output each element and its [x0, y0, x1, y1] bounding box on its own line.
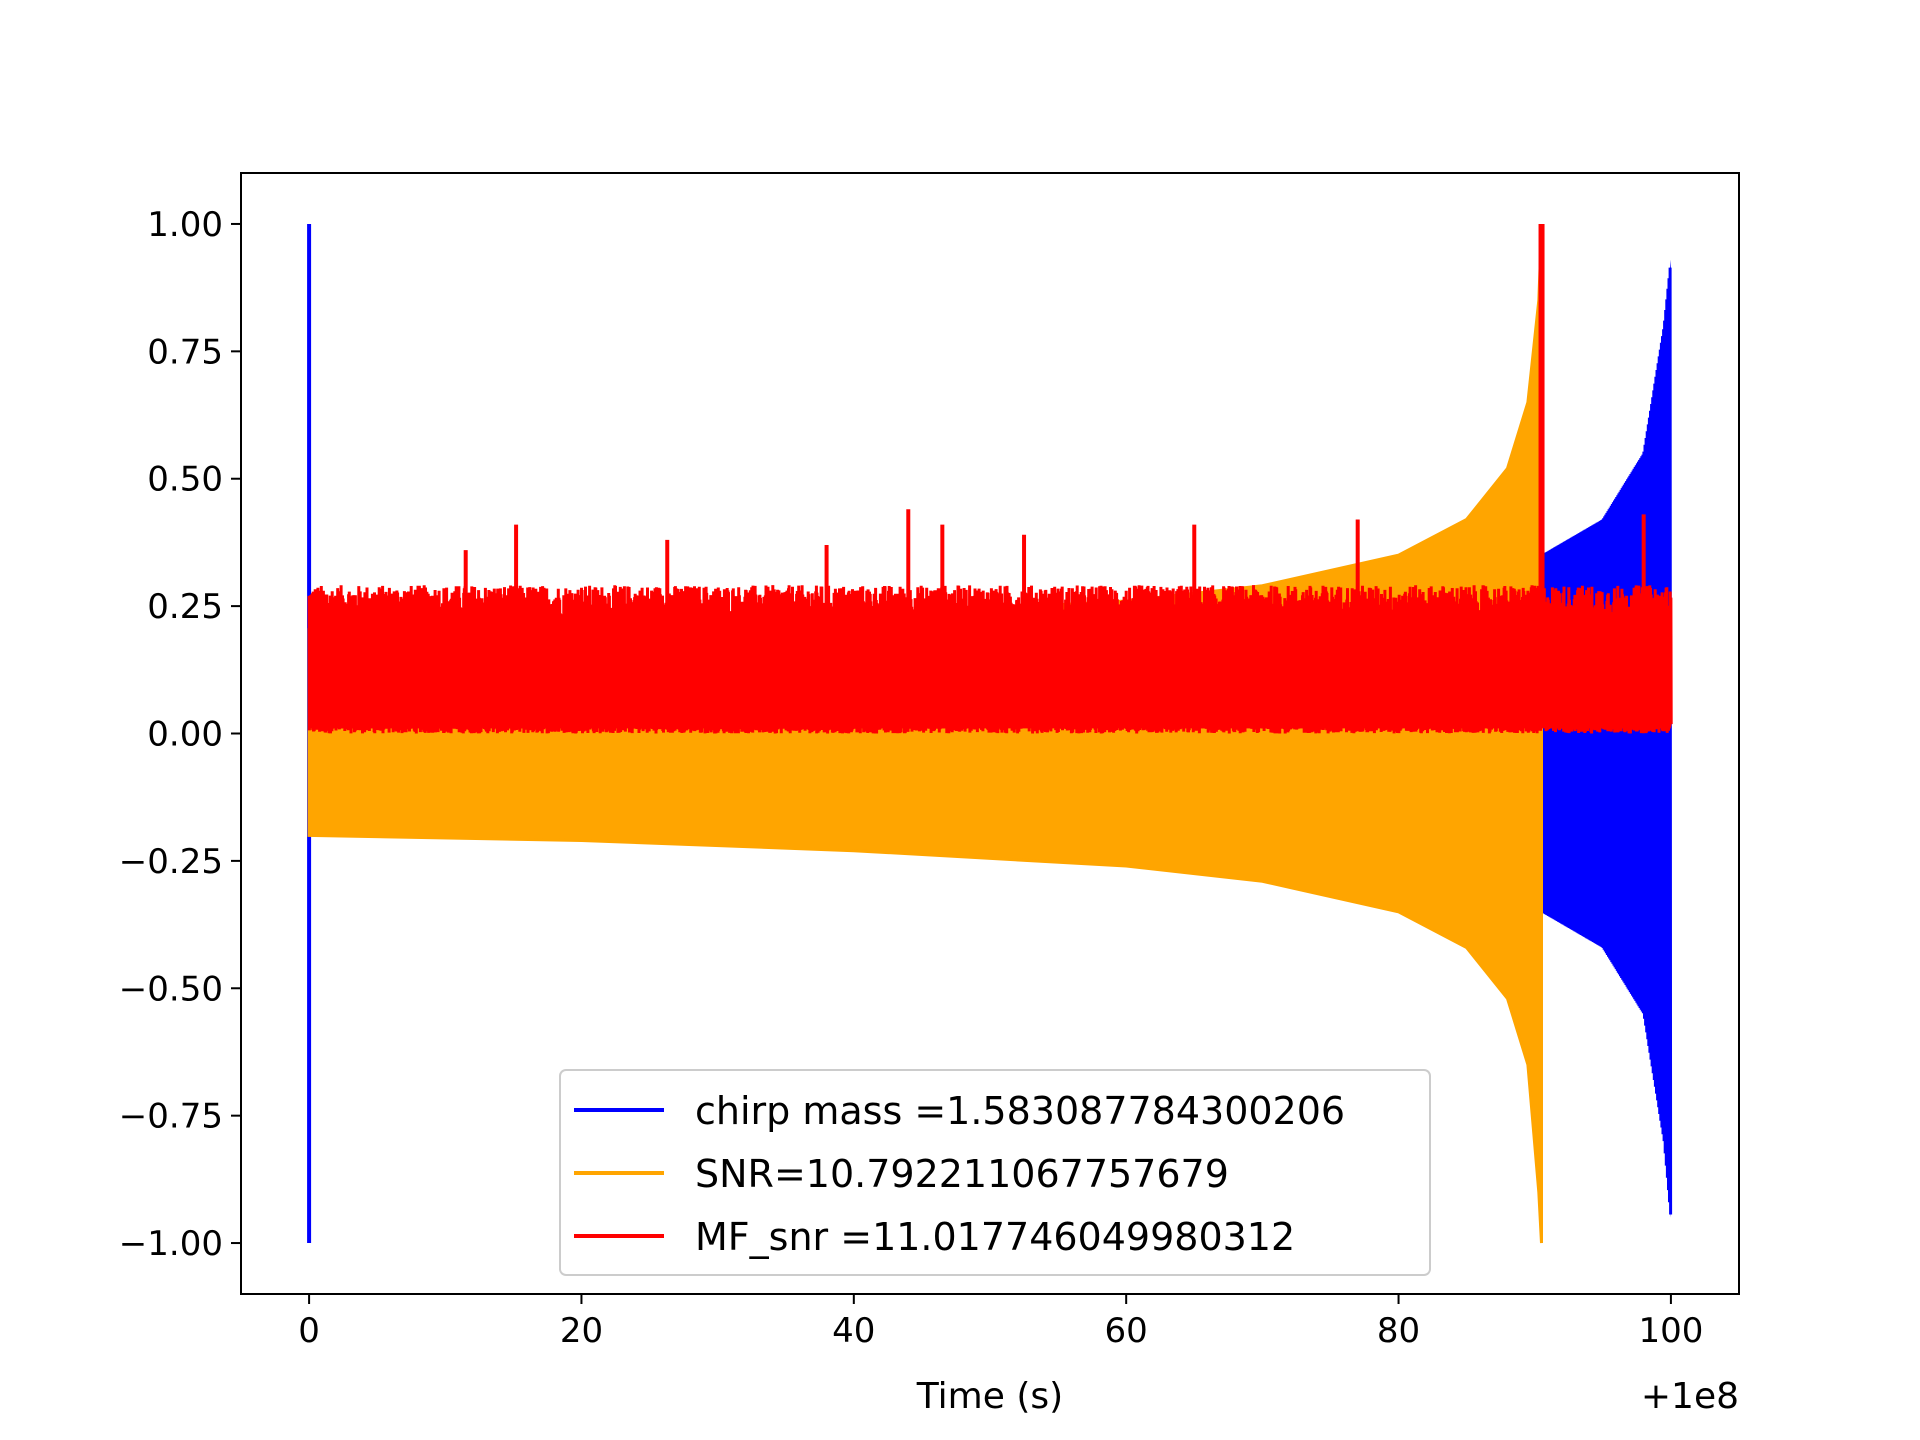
legend-label-2: MF_snr =11.017746049980312: [695, 1215, 1295, 1259]
series-mf-snr-core: [309, 619, 1671, 729]
x-axis-label: Time (s): [916, 1376, 1063, 1417]
y-tick-label: 0.50: [147, 460, 223, 500]
series-chirp-mass-fill: [1541, 259, 1671, 1218]
x-tick-label: 60: [1105, 1311, 1148, 1351]
x-tick-label: 20: [560, 1311, 603, 1351]
x-tick-label: 80: [1377, 1311, 1420, 1351]
x-axis: 0 20 40 60 80 100: [298, 1294, 1703, 1351]
y-tick-label: 1.00: [147, 205, 223, 245]
legend-label-1: SNR=10.792211067757679: [695, 1152, 1229, 1196]
x-axis-offset-label: +1e8: [1641, 1376, 1739, 1417]
x-tick-label: 100: [1638, 1311, 1703, 1351]
x-tick-label: 40: [832, 1311, 875, 1351]
y-tick-label: −0.50: [119, 969, 223, 1009]
y-tick-label: 0.25: [147, 587, 223, 627]
y-axis: 1.00 0.75 0.50 0.25 0.00 −0.25 −0.50 −0.75 −1.00: [119, 205, 241, 1264]
y-tick-label: 0.00: [147, 715, 223, 755]
y-tick-label: −1.00: [119, 1224, 223, 1264]
legend-label-0: chirp mass =1.583087784300206: [695, 1089, 1345, 1133]
y-tick-label: −0.25: [119, 842, 223, 882]
y-tick-label: 0.75: [147, 332, 223, 372]
legend: chirp mass =1.583087784300206 SNR=10.7922…: [559, 1069, 1431, 1276]
y-tick-label: −0.75: [119, 1097, 223, 1137]
x-tick-label: 0: [298, 1311, 320, 1351]
legend-box: [559, 1069, 1431, 1276]
series-layer: [307, 223, 1673, 1244]
